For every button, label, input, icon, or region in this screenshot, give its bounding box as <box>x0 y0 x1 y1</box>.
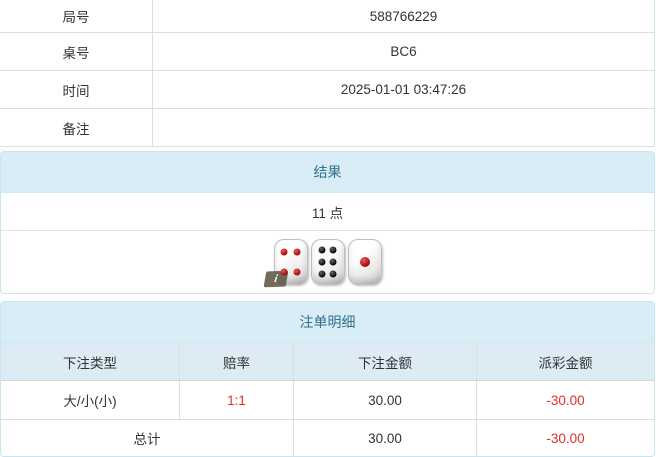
total-row: 总计 30.00 -30.00 <box>1 420 654 456</box>
die-pip <box>329 270 337 278</box>
die-pip <box>318 246 326 254</box>
time-value: 2025-01-01 03:47:26 <box>340 82 467 97</box>
col-header-odds: 赔率 <box>180 343 294 380</box>
col-header-payout-amount: 派彩金额 <box>538 355 593 371</box>
result-panel: 结果 11 点 i <box>0 151 655 294</box>
col-header-bet-type: 下注类型 <box>1 343 180 380</box>
bet-amount-cell: 30.00 <box>294 381 477 419</box>
die-pip <box>318 258 326 266</box>
bets-panel: 注单明细 下注类型 赔率 下注金额 派彩金额 大/小(小) 1:1 30.00 … <box>0 301 655 457</box>
die-pip <box>293 248 301 256</box>
result-panel-title: 结果 <box>1 152 654 193</box>
result-points: 11 点 <box>1 193 654 231</box>
table-number-label: 桌号 <box>0 33 153 70</box>
die-pip <box>329 258 337 266</box>
round-number-value: 588766229 <box>369 8 438 24</box>
table-number-value: BC6 <box>390 44 417 59</box>
bet-payout-cell: -30.00 <box>546 392 585 408</box>
total-label: 总计 <box>1 420 294 456</box>
remark-label: 备注 <box>0 109 153 146</box>
die-2-icon <box>310 239 345 285</box>
dice-row: i <box>1 231 654 293</box>
bets-table-header: 下注类型 赔率 下注金额 派彩金额 <box>1 343 654 381</box>
bet-row: 大/小(小) 1:1 30.00 -30.00 <box>1 381 654 420</box>
die-1-icon: i <box>263 239 308 288</box>
bet-odds-cell: 1:1 <box>180 381 294 419</box>
info-row-remark: 备注 <box>0 109 654 147</box>
total-amount-cell: 30.00 <box>294 420 477 456</box>
info-row-time: 时间 2025-01-01 03:47:26 <box>0 71 654 109</box>
die-pip <box>280 248 288 256</box>
info-row-round: 局号 588766229 <box>0 0 654 33</box>
total-payout-cell: -30.00 <box>546 430 585 446</box>
die-pip <box>329 246 337 254</box>
bets-table: 下注类型 赔率 下注金额 派彩金额 大/小(小) 1:1 30.00 -30.0… <box>1 343 654 456</box>
die-3-icon <box>347 239 382 285</box>
time-label: 时间 <box>0 71 153 108</box>
bets-panel-title: 注单明细 <box>1 302 654 343</box>
die-pip <box>293 268 301 276</box>
die-pip <box>280 268 288 276</box>
info-row-table: 桌号 BC6 <box>0 33 654 71</box>
col-header-bet-amount: 下注金额 <box>294 343 477 380</box>
die-pip <box>318 270 326 278</box>
round-number-label: 局号 <box>0 0 153 32</box>
bet-type-cell: 大/小(小) <box>1 381 180 419</box>
game-info-table: 局号 588766229 桌号 BC6 时间 2025-01-01 03:47:… <box>0 0 655 147</box>
die-pip <box>359 257 370 267</box>
